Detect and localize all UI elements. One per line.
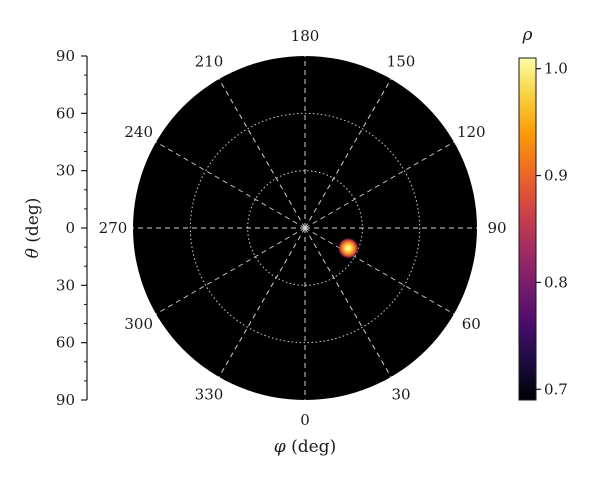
grid-spoke-60 bbox=[304, 227, 455, 315]
phi-label-30: 30 bbox=[391, 385, 410, 403]
grid-spoke-240 bbox=[155, 141, 306, 229]
colorbar-tick-label: 0.9 bbox=[544, 167, 568, 185]
colorbar-tick-label: 1.0 bbox=[544, 60, 568, 78]
colorbar-ticks: 0.7 0.8 0.9 1.0 bbox=[536, 60, 568, 398]
theta-tick-label: 90 bbox=[56, 47, 75, 65]
peak-layer bbox=[337, 237, 360, 260]
phi-axis-title: φ (deg) bbox=[274, 437, 336, 457]
colorbar bbox=[518, 57, 537, 401]
theta-tick-label: 60 bbox=[56, 334, 75, 352]
grid-spoke-210 bbox=[218, 78, 306, 229]
grid-circle-60 bbox=[189, 112, 421, 344]
phi-label-300: 300 bbox=[124, 315, 153, 333]
grid-spoke-330 bbox=[218, 227, 306, 378]
phi-label-210: 210 bbox=[195, 53, 224, 71]
grid-spoke-30 bbox=[304, 227, 392, 378]
colorbar-tick-label: 0.7 bbox=[544, 380, 568, 398]
theta-axis-title: θ (deg) bbox=[23, 198, 43, 259]
phi-label-180: 180 bbox=[291, 27, 320, 45]
polar-grid bbox=[133, 56, 477, 400]
theta-tick-label: 0 bbox=[65, 219, 75, 237]
colorbar-title: ρ bbox=[522, 25, 533, 45]
phi-label-330: 330 bbox=[195, 385, 224, 403]
phi-label-270: 270 bbox=[99, 219, 128, 237]
phi-label-90: 90 bbox=[487, 219, 506, 237]
theta-tick-label: 30 bbox=[56, 162, 75, 180]
grid-spoke-300 bbox=[155, 227, 306, 315]
phi-angle-labels: 0 30 60 90 120 150 180 210 240 270 300 330 bbox=[99, 27, 507, 429]
theta-tick-label: 30 bbox=[56, 276, 75, 294]
phi-label-120: 120 bbox=[457, 123, 486, 141]
peak-spot bbox=[337, 237, 360, 260]
theta-tick-label: 90 bbox=[56, 391, 75, 409]
grid-spoke-120 bbox=[304, 141, 455, 229]
grid-spoke-150 bbox=[304, 78, 392, 229]
theta-axis: 90 60 30 0 30 60 90 bbox=[56, 47, 88, 409]
colorbar-tick-label: 0.8 bbox=[544, 273, 568, 291]
phi-label-150: 150 bbox=[387, 53, 416, 71]
theta-tick-label: 60 bbox=[56, 104, 75, 122]
phi-label-240: 240 bbox=[124, 123, 153, 141]
phi-label-0: 0 bbox=[300, 411, 310, 429]
phi-label-60: 60 bbox=[462, 315, 481, 333]
